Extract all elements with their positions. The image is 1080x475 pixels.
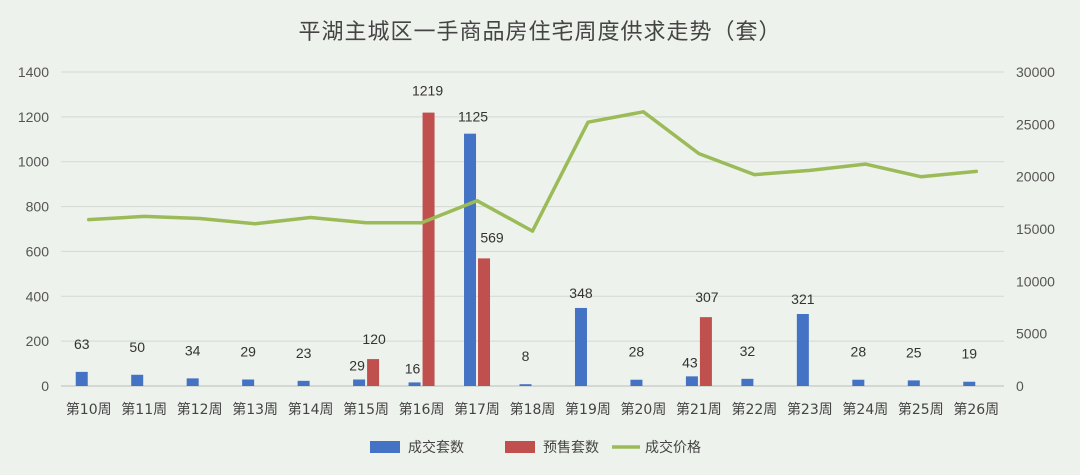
x-axis-tick-label: 第14周 xyxy=(288,401,334,418)
x-axis-tick-label: 第17周 xyxy=(454,401,500,418)
bar-成交套数 xyxy=(408,382,421,386)
left-axis-tick-label: 600 xyxy=(26,243,50,259)
data-label-成交套数: 34 xyxy=(185,342,201,358)
bar-成交套数 xyxy=(574,307,587,386)
left-axis-tick-label: 0 xyxy=(41,378,49,394)
data-label-成交套数: 25 xyxy=(906,344,922,360)
data-label-预售套数: 120 xyxy=(362,331,386,347)
left-axis-tick-label: 1200 xyxy=(18,109,49,125)
bar-成交套数 xyxy=(907,380,920,386)
bar-成交套数 xyxy=(353,379,366,386)
x-axis-tick-label: 第24周 xyxy=(842,401,888,418)
data-label-成交套数: 321 xyxy=(791,291,815,307)
x-axis-tick-label: 第25周 xyxy=(898,401,944,418)
data-label-成交套数: 32 xyxy=(740,343,756,359)
x-axis-tick-label: 第21周 xyxy=(676,401,722,418)
left-axis-tick-label: 800 xyxy=(26,199,50,215)
left-axis-tick-label: 400 xyxy=(26,288,50,304)
data-label-成交套数: 29 xyxy=(349,357,365,373)
bar-成交套数 xyxy=(186,378,199,386)
data-label-预售套数: 1219 xyxy=(412,83,443,99)
right-axis-tick-label: 20000 xyxy=(1016,169,1055,185)
x-axis-tick-label: 第26周 xyxy=(953,401,999,418)
data-label-预售套数: 569 xyxy=(480,229,504,245)
line-成交价格 xyxy=(86,110,979,233)
x-axis-tick-label: 第11周 xyxy=(121,401,167,418)
bar-成交套数 xyxy=(297,380,310,386)
x-axis-tick-label: 第16周 xyxy=(399,401,445,418)
x-axis-tick-label: 第13周 xyxy=(232,401,278,418)
bar-成交套数 xyxy=(963,381,976,386)
chart-title: 平湖主城区一手商品房住宅周度供求走势（套） xyxy=(298,20,781,45)
data-label-成交套数: 28 xyxy=(851,344,867,360)
data-label-成交套数: 63 xyxy=(74,336,90,352)
right-axis-tick-label: 10000 xyxy=(1016,273,1055,289)
data-label-成交套数: 1125 xyxy=(458,109,488,125)
left-axis-tick-label: 1400 xyxy=(18,64,49,80)
right-axis-tick-label: 5000 xyxy=(1016,326,1047,342)
right-axis-tick-label: 25000 xyxy=(1016,116,1055,132)
right-axis-tick-label: 30000 xyxy=(1016,64,1055,80)
data-label-成交套数: 29 xyxy=(240,343,256,359)
bar-成交套数 xyxy=(131,374,144,386)
x-axis-tick-label: 第12周 xyxy=(177,401,223,418)
right-y-axis: 0 5000 10000 15000 20000 25000 30000 xyxy=(1016,64,1055,394)
legend-label: 成交套数 xyxy=(408,439,464,456)
data-label-成交套数: 348 xyxy=(569,285,593,301)
data-label-成交套数: 23 xyxy=(296,345,312,361)
bar-成交套数 xyxy=(741,378,754,386)
left-axis-tick-label: 1000 xyxy=(18,154,49,170)
legend: 成交套数 预售套数 成交价格 xyxy=(370,439,701,456)
x-axis-tick-label: 第23周 xyxy=(787,401,833,418)
gridlines xyxy=(61,71,1004,387)
x-axis-tick-label: 第19周 xyxy=(565,401,611,418)
data-label-成交套数: 19 xyxy=(961,346,977,362)
bar-成交套数 xyxy=(630,379,643,386)
bar-成交套数 xyxy=(852,379,865,386)
bar-成交套数 xyxy=(75,371,88,386)
legend-swatch xyxy=(370,441,400,453)
bar-series xyxy=(75,112,976,387)
bar-成交套数 xyxy=(796,314,809,386)
data-label-成交套数: 16 xyxy=(405,360,421,376)
left-y-axis: 0 200 400 600 800 1000 1200 1400 xyxy=(18,64,49,394)
right-axis-tick-label: 0 xyxy=(1016,378,1024,394)
x-axis-tick-label: 第18周 xyxy=(510,401,556,418)
data-label-成交套数: 50 xyxy=(129,339,145,355)
legend-swatch xyxy=(505,441,535,453)
x-axis-tick-label: 第10周 xyxy=(66,401,112,418)
bar-成交套数 xyxy=(519,384,532,386)
legend-label: 成交价格 xyxy=(645,439,701,456)
bar-预售套数 xyxy=(478,258,491,386)
data-label-成交套数: 28 xyxy=(629,344,645,360)
x-axis-tick-label: 第15周 xyxy=(343,401,389,418)
bar-预售套数 xyxy=(422,112,435,387)
data-label-成交套数: 8 xyxy=(522,348,530,364)
left-axis-tick-label: 200 xyxy=(26,333,50,349)
line-series xyxy=(86,110,979,233)
x-axis-tick-label: 第22周 xyxy=(731,401,777,418)
data-label-预售套数: 307 xyxy=(695,289,719,305)
bar-成交套数 xyxy=(242,379,255,386)
x-axis-tick-label: 第20周 xyxy=(621,401,667,418)
data-labels: 63 50 34 29 23 29 120 16 1219 1125 569 8 348 28 43 307 3… xyxy=(74,83,977,377)
right-axis-tick-label: 15000 xyxy=(1016,221,1055,237)
legend-label: 预售套数 xyxy=(543,440,599,456)
x-axis: 第10周 第11周 第12周 第13周 第14周 第15周 第16周 第17周 第18周 第19周… xyxy=(66,401,999,418)
bar-成交套数 xyxy=(685,376,698,386)
bar-预售套数 xyxy=(699,317,712,386)
bar-成交套数 xyxy=(464,133,477,386)
bar-预售套数 xyxy=(367,359,380,386)
data-label-成交套数: 43 xyxy=(682,354,698,370)
